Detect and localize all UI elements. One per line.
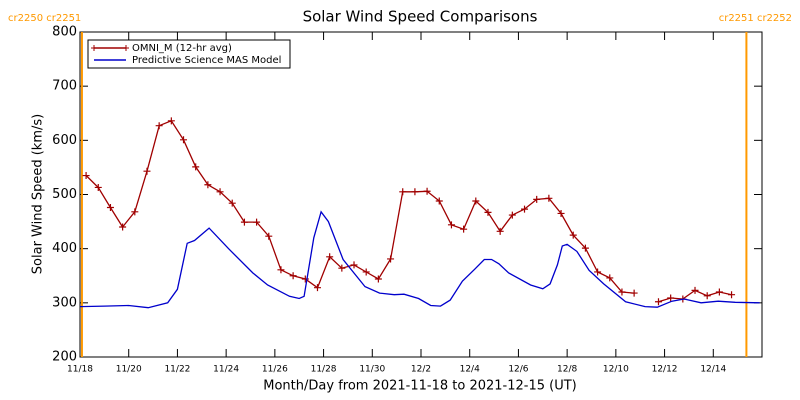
point-marker [155, 122, 163, 130]
y-tick-label: 700 [52, 79, 77, 94]
legend-label: Predictive Science MAS Model [132, 55, 281, 66]
point-marker [496, 227, 504, 235]
point-marker [423, 187, 431, 195]
point-marker [265, 232, 273, 240]
point-marker [106, 204, 114, 211]
x-tick-label: 11/26 [262, 365, 288, 375]
x-tick-label: 12/14 [700, 365, 726, 375]
point-marker [728, 291, 736, 299]
point-marker [447, 221, 455, 229]
legend-box [87, 39, 291, 69]
legend-label: OMNI_M (12-hr avg) [132, 43, 232, 54]
point-marker [435, 197, 443, 205]
point-marker [715, 288, 723, 296]
point-marker [594, 268, 602, 276]
x-tick-label: 12/6 [508, 365, 528, 375]
point-marker [350, 261, 358, 269]
point-marker [399, 188, 407, 196]
point-marker [374, 275, 382, 283]
point-marker [326, 253, 334, 261]
point-marker [338, 264, 346, 272]
x-tick-label: 11/20 [116, 365, 142, 375]
point-marker [411, 188, 419, 196]
point-marker [545, 194, 553, 202]
point-marker [569, 231, 577, 239]
point-marker [313, 284, 321, 292]
point-marker [289, 272, 297, 280]
point-marker [508, 211, 516, 219]
point-marker [533, 195, 541, 203]
point-marker [460, 225, 468, 233]
point-marker [618, 288, 626, 296]
x-tick-label: 12/10 [603, 365, 629, 375]
y-tick-label: 800 [52, 25, 77, 40]
x-tick-label: 11/24 [213, 365, 239, 375]
y-tick-label: 200 [52, 350, 77, 365]
point-marker [277, 266, 285, 274]
x-tick-label: 12/8 [557, 365, 577, 375]
x-tick-label: 11/28 [311, 365, 337, 375]
point-marker [667, 294, 675, 302]
point-marker [228, 199, 236, 207]
point-marker [119, 223, 127, 231]
x-tick-label: 11/22 [164, 365, 190, 375]
y-tick-label: 400 [52, 241, 77, 256]
point-marker [630, 289, 638, 297]
x-tick-label: 11/18 [67, 365, 93, 375]
point-marker [216, 188, 224, 196]
point-marker [387, 255, 395, 263]
point-marker [362, 268, 370, 276]
point-marker [703, 292, 711, 300]
x-axis-label: Month/Day from 2021-11-18 to 2021-12-15 … [263, 379, 576, 394]
y-tick-label: 600 [52, 133, 77, 148]
x-tick-label: 12/12 [652, 365, 678, 375]
point-marker [581, 244, 589, 252]
chart-title: Solar Wind Speed Comparisons [303, 8, 538, 26]
x-tick-label: 12/2 [411, 365, 431, 375]
y-tick-label: 500 [52, 187, 77, 202]
point-marker [606, 274, 614, 282]
y-axis-label: Solar Wind Speed (km/s) [31, 114, 46, 274]
point-marker [472, 197, 480, 205]
point-marker [301, 275, 309, 283]
point-marker [654, 298, 662, 306]
point-marker [521, 205, 529, 213]
y-tick-label: 300 [52, 295, 77, 310]
plot-frame [79, 31, 763, 358]
point-marker [143, 167, 151, 175]
point-marker [192, 163, 200, 171]
point-marker [167, 117, 175, 125]
point-marker [204, 181, 212, 189]
x-tick-label: 12/4 [460, 365, 480, 375]
point-marker [94, 183, 102, 191]
point-marker [240, 218, 248, 226]
legend-marker [91, 45, 129, 51]
carrington-label: cr2250 cr2251 [8, 13, 81, 24]
point-marker [82, 172, 90, 180]
point-marker [131, 208, 139, 216]
x-tick-label: 11/30 [359, 365, 385, 375]
series-line [85, 119, 732, 303]
point-marker [180, 136, 188, 144]
carrington-label: cr2251 cr2252 [719, 13, 792, 24]
point-marker [691, 286, 699, 294]
series-line [79, 210, 760, 309]
point-marker [484, 208, 492, 216]
point-marker [557, 209, 565, 217]
point-marker [253, 218, 261, 226]
